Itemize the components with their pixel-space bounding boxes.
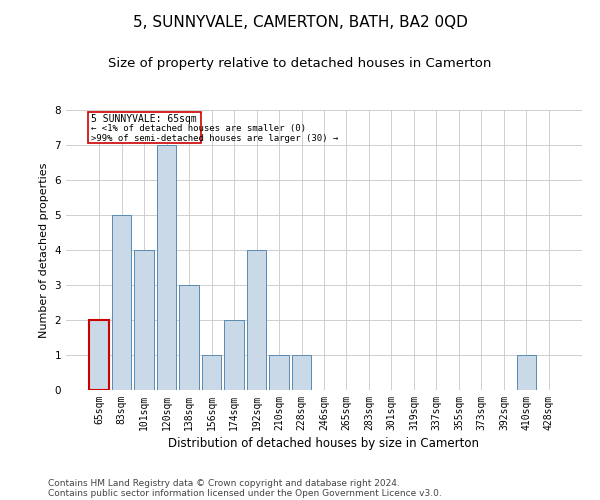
Bar: [202, 355, 221, 390]
Bar: [224, 320, 244, 390]
Bar: [179, 285, 199, 390]
Bar: [112, 215, 131, 390]
Text: Contains public sector information licensed under the Open Government Licence v3: Contains public sector information licen…: [48, 488, 442, 498]
X-axis label: Distribution of detached houses by size in Camerton: Distribution of detached houses by size …: [169, 437, 479, 450]
Bar: [88, 112, 201, 143]
Bar: [134, 250, 154, 390]
Bar: [269, 355, 289, 390]
Bar: [292, 355, 311, 390]
Text: >99% of semi-detached houses are larger (30) →: >99% of semi-detached houses are larger …: [91, 134, 338, 143]
Text: Size of property relative to detached houses in Camerton: Size of property relative to detached ho…: [109, 58, 491, 70]
Bar: [247, 250, 266, 390]
Text: 5, SUNNYVALE, CAMERTON, BATH, BA2 0QD: 5, SUNNYVALE, CAMERTON, BATH, BA2 0QD: [133, 15, 467, 30]
Bar: [517, 355, 536, 390]
Text: Contains HM Land Registry data © Crown copyright and database right 2024.: Contains HM Land Registry data © Crown c…: [48, 478, 400, 488]
Y-axis label: Number of detached properties: Number of detached properties: [39, 162, 49, 338]
Text: ← <1% of detached houses are smaller (0): ← <1% of detached houses are smaller (0): [91, 124, 306, 133]
Bar: [89, 320, 109, 390]
Text: 5 SUNNYVALE: 65sqm: 5 SUNNYVALE: 65sqm: [91, 114, 197, 124]
Bar: [157, 145, 176, 390]
